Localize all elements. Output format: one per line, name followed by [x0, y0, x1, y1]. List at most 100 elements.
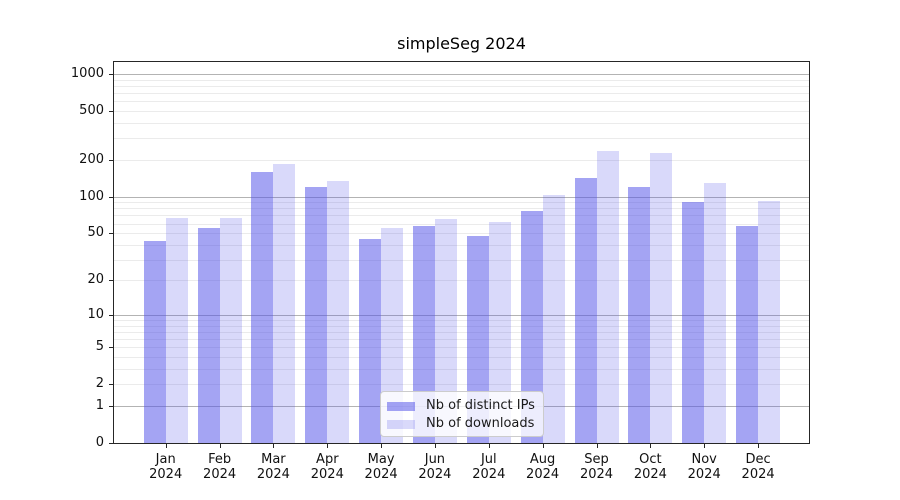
- x-tick-mark: [488, 444, 490, 448]
- y-tick-mark: [109, 347, 113, 349]
- y-tick-mark: [109, 111, 113, 112]
- y-tick-label: 0: [95, 435, 104, 450]
- legend: Nb of distinct IPs Nb of downloads: [380, 391, 544, 437]
- gridline-minor: [114, 259, 809, 261]
- gridline-minor: [114, 357, 809, 359]
- x-tick-label-jul: Jul 2024: [472, 452, 506, 482]
- x-tick-mark: [650, 444, 652, 448]
- bar-downloads-feb: [219, 217, 242, 443]
- bar-downloads-may: [381, 228, 404, 443]
- plot-area: Nb of distinct IPs Nb of downloads: [113, 61, 810, 444]
- x-tick-mark: [381, 444, 383, 448]
- bar-distinct-ips-dec: [736, 226, 759, 443]
- x-tick-mark: [434, 444, 436, 448]
- x-tick-mark: [273, 444, 275, 448]
- y-tick-mark: [109, 443, 113, 444]
- gridline-minor: [114, 93, 809, 95]
- y-tick-mark: [109, 384, 113, 386]
- x-tick-mark: [327, 444, 329, 448]
- y-tick-mark: [109, 315, 113, 316]
- bar-distinct-ips-nov: [682, 202, 705, 443]
- gridline-minor: [114, 320, 809, 321]
- x-tick-label-mar: Mar 2024: [256, 452, 290, 482]
- x-tick-label-aug: Aug 2024: [526, 452, 560, 482]
- gridline-major: [114, 196, 809, 198]
- x-tick-label-may: May 2024: [364, 452, 398, 482]
- gridline-minor: [114, 347, 809, 349]
- gridline-minor: [114, 280, 809, 282]
- gridline-minor: [114, 244, 809, 246]
- legend-label-distinct-ips: Nb of distinct IPs: [426, 398, 535, 413]
- gridline-minor: [114, 159, 809, 161]
- x-tick-label-sep: Sep 2024: [579, 452, 614, 482]
- bar-distinct-ips-jan: [143, 240, 166, 443]
- chart-title: simpleSeg 2024: [397, 34, 526, 53]
- gridline-minor: [114, 384, 809, 386]
- bar-downloads-nov: [704, 182, 727, 443]
- x-tick-label-jun: Jun 2024: [418, 452, 452, 482]
- gridline-minor: [114, 86, 809, 87]
- gridline-minor: [114, 215, 809, 217]
- y-tick-mark: [109, 233, 113, 234]
- gridline-major: [114, 315, 809, 316]
- x-tick-mark: [219, 444, 221, 448]
- y-tick-mark: [109, 196, 113, 198]
- bar-downloads-oct: [650, 153, 673, 443]
- y-tick-label: 1: [95, 398, 104, 413]
- x-tick-mark: [596, 444, 598, 448]
- x-tick-label-dec: Dec 2024: [741, 452, 775, 482]
- bar-downloads-mar: [273, 163, 296, 443]
- x-tick-mark: [758, 444, 760, 448]
- y-tick-label: 100: [79, 188, 104, 204]
- bar-distinct-ips-aug: [520, 211, 543, 443]
- gridline-minor: [114, 339, 809, 341]
- legend-item-downloads: Nb of downloads: [387, 415, 537, 433]
- x-tick-mark: [542, 444, 544, 448]
- bar-distinct-ips-apr: [305, 186, 328, 443]
- y-tick-label: 5: [95, 339, 104, 355]
- gridline-major: [114, 74, 809, 76]
- x-tick-label-jan: Jan 2024: [149, 452, 183, 482]
- legend-item-distinct-ips: Nb of distinct IPs: [387, 397, 537, 415]
- bar-downloads-dec: [758, 201, 781, 443]
- legend-label-downloads: Nb of downloads: [426, 416, 535, 431]
- bar-distinct-ips-may: [359, 238, 382, 443]
- x-tick-label-oct: Oct 2024: [633, 452, 667, 482]
- bar-downloads-jul: [488, 221, 511, 443]
- y-tick-mark: [109, 159, 113, 161]
- bar-downloads-aug: [542, 194, 565, 443]
- bar-downloads-jun: [434, 218, 457, 443]
- y-tick-label: 20: [87, 272, 104, 288]
- y-tick-mark: [109, 280, 113, 282]
- gridline-minor: [114, 101, 809, 103]
- gridline-minor: [114, 233, 809, 234]
- y-tick-mark: [109, 74, 113, 76]
- gridline-minor: [114, 325, 809, 327]
- gridline-minor: [114, 202, 809, 204]
- gridline-minor: [114, 122, 809, 124]
- gridline-minor: [114, 332, 809, 333]
- x-tick-mark: [165, 444, 167, 448]
- x-tick-label-feb: Feb 2024: [203, 452, 237, 482]
- bar-downloads-apr: [327, 181, 350, 443]
- gridline-minor: [114, 111, 809, 112]
- bar-distinct-ips-jun: [412, 226, 435, 443]
- legend-swatch-distinct-ips: [387, 401, 415, 411]
- y-tick-label: 1000: [70, 66, 104, 82]
- y-tick-mark: [109, 406, 113, 407]
- bar-downloads-jan: [165, 217, 188, 443]
- gridline-minor: [114, 208, 809, 210]
- y-tick-label: 2: [95, 376, 104, 392]
- bar-distinct-ips-sep: [574, 178, 597, 443]
- bar-downloads-sep: [596, 150, 619, 443]
- bar-distinct-ips-oct: [628, 186, 651, 443]
- x-tick-label-apr: Apr 2024: [310, 452, 344, 482]
- gridline-minor: [114, 223, 809, 225]
- y-tick-label: 50: [87, 225, 104, 240]
- x-tick-mark: [704, 444, 706, 448]
- gridline-minor: [114, 138, 809, 140]
- gridline-minor: [114, 79, 809, 81]
- y-tick-label: 10: [87, 307, 104, 322]
- y-tick-label: 200: [79, 151, 104, 167]
